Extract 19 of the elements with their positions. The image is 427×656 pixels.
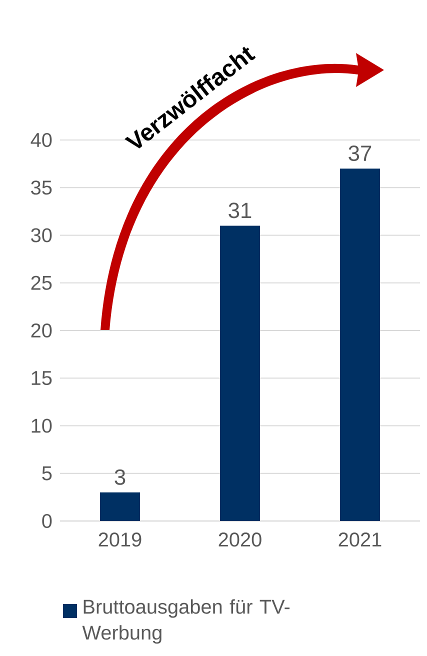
bar [220, 226, 260, 521]
legend-label: Bruttoausgaben für TV-Werbung [82, 599, 290, 644]
y-tick-label: 20 [31, 323, 52, 338]
y-tick-label: 40 [30, 132, 52, 148]
data-label: 31 [228, 202, 252, 218]
y-tick-label: 35 [31, 180, 52, 195]
y-tick-label: 30 [31, 228, 52, 242]
data-label: 3 [114, 469, 126, 485]
bar [340, 168, 380, 521]
y-tick-label: 5 [42, 466, 52, 480]
data-label: 37 [348, 146, 372, 162]
y-tick-label: 10 [32, 418, 52, 433]
x-tick-label: 2019 [98, 532, 142, 547]
y-tick-label: 25 [31, 276, 52, 290]
bar [100, 492, 140, 521]
x-tick-label: 2020 [218, 532, 262, 547]
x-tick-label: 2021 [338, 532, 382, 547]
y-tick-label: 15 [32, 371, 52, 386]
y-tick-label: 0 [42, 514, 52, 528]
